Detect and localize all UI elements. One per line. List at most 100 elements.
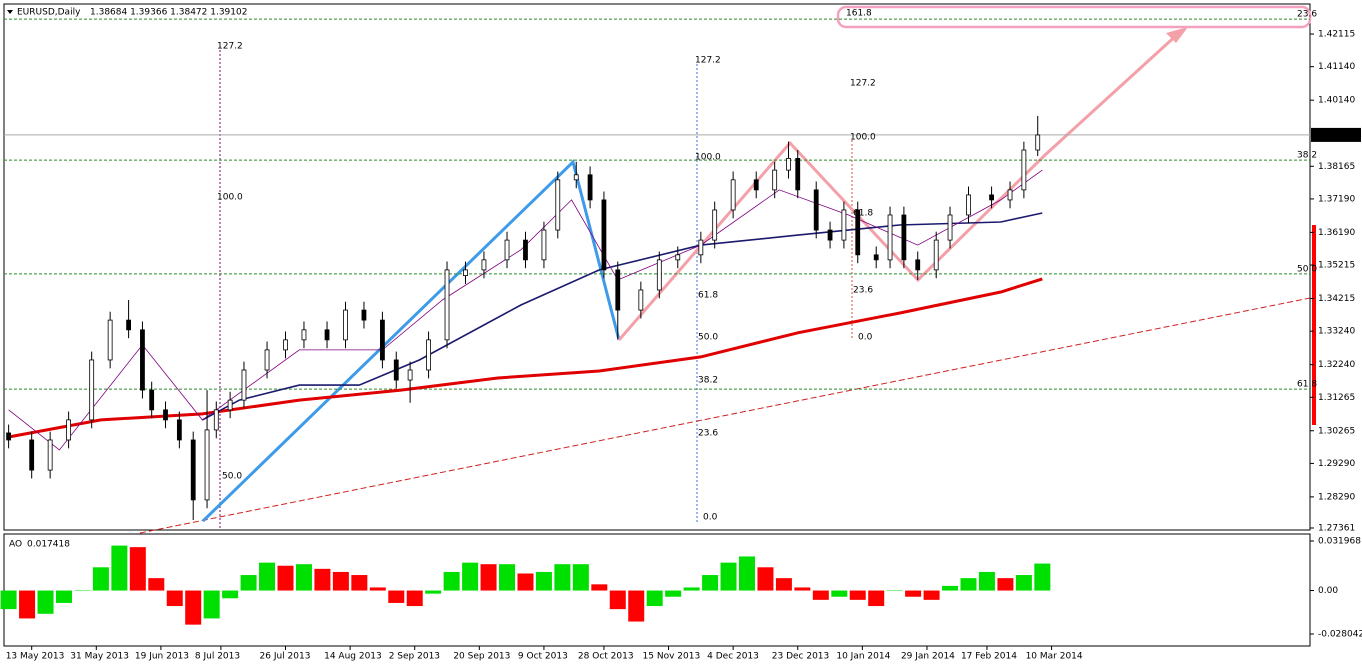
- candle-body: [873, 254, 879, 261]
- chart-title: EURUSD,Daily: [17, 8, 81, 18]
- candle-body: [698, 239, 704, 256]
- candle-body: [813, 189, 819, 231]
- x-tick-label: 17 Feb 2014: [961, 652, 1017, 662]
- ao-bar: [0, 590, 17, 610]
- candle-body: [675, 254, 681, 261]
- ao-bar: [702, 575, 719, 591]
- candle-body: [827, 229, 833, 241]
- y-tick-label: 1.38165: [1318, 162, 1355, 172]
- y-tick-label: 1.29290: [1318, 459, 1355, 469]
- x-tick-label: 9 Oct 2013: [518, 652, 568, 662]
- candle-body: [264, 349, 270, 371]
- candle-body: [89, 359, 95, 421]
- candle-body: [989, 194, 994, 201]
- ao-bar: [646, 590, 663, 607]
- fibo-label: 50.0: [222, 472, 242, 482]
- fibo-level-label: 50.0: [1297, 264, 1317, 274]
- x-tick-label: 26 Jul 2013: [260, 652, 311, 662]
- x-tick-label: 20 Sep 2013: [453, 652, 510, 662]
- x-tick-label: 10 Jan 2014: [836, 652, 890, 662]
- ao-bar: [775, 578, 792, 591]
- candle-body: [730, 179, 736, 211]
- candle-body: [301, 329, 307, 341]
- candle-body: [753, 179, 759, 191]
- ao-bar: [240, 575, 257, 591]
- candle-body: [504, 239, 510, 261]
- fibo-label: 127.2: [850, 79, 876, 89]
- ohlc-label: 1.38684 1.39366 1.38472 1.39102: [90, 8, 247, 18]
- y-tick-label: 1.32240: [1318, 360, 1355, 370]
- y-tick-label: 1.35215: [1318, 261, 1355, 271]
- candle-body: [126, 319, 132, 331]
- candle-body: [463, 269, 468, 276]
- candle-body: [481, 259, 487, 271]
- candle-body: [656, 259, 662, 291]
- x-tick-label: 2 Sep 2013: [389, 652, 440, 662]
- candle-body: [712, 209, 718, 241]
- candle-body: [176, 419, 182, 441]
- y-tick-label: 1.33240: [1318, 327, 1355, 337]
- candle-body: [393, 359, 399, 381]
- candle-body: [1035, 134, 1041, 151]
- fibo-label: 100.0: [695, 153, 721, 163]
- candle-body: [47, 439, 53, 471]
- x-tick-label: 28 Oct 2013: [578, 652, 634, 662]
- ao-bar: [166, 590, 183, 607]
- moving-average: [202, 212, 1043, 421]
- candle-body: [324, 329, 330, 341]
- ao-bar: [443, 571, 460, 591]
- ao-bar: [683, 587, 700, 591]
- ao-bar: [720, 562, 737, 591]
- candle-body: [444, 269, 450, 341]
- candle-body: [407, 369, 413, 381]
- last-price-label: 1.39102: [1318, 130, 1355, 140]
- y-tick-label: 1.37190: [1318, 194, 1355, 204]
- fibo-label: 23.6: [698, 429, 718, 439]
- fibo-label: 23.6: [853, 286, 873, 296]
- y-tick-label: 1.30265: [1318, 426, 1355, 436]
- ao-bar: [74, 590, 91, 592]
- ao-bar: [55, 590, 72, 603]
- ao-bar: [535, 571, 552, 591]
- y-tick-label: 0.031968: [1318, 536, 1361, 546]
- x-tick-label: 15 Nov 2013: [643, 652, 701, 662]
- candle-body: [283, 339, 288, 351]
- fibo-label: 61.8: [853, 209, 873, 219]
- candle-body: [380, 319, 385, 361]
- candle-body: [213, 409, 219, 431]
- ao-bar: [148, 578, 165, 591]
- candle-body: [786, 158, 791, 171]
- ao-bar: [812, 590, 829, 600]
- fibo-label: 127.2: [217, 42, 243, 52]
- ao-bar: [794, 587, 811, 591]
- ao-bar: [886, 590, 903, 592]
- candle-body: [933, 239, 939, 271]
- fibo-level-label: 38.2: [1297, 151, 1317, 161]
- ao-bar: [849, 590, 866, 600]
- ao-bar: [259, 562, 276, 591]
- ao-title: AO: [9, 540, 22, 550]
- ao-bar: [462, 562, 479, 591]
- ao-bar: [1034, 563, 1051, 591]
- ao-bar: [517, 573, 534, 591]
- ao-bar: [277, 565, 294, 591]
- candle-body: [915, 259, 921, 271]
- ao-bar: [92, 567, 109, 591]
- ao-value: 0.017418: [27, 540, 70, 550]
- candle-body: [163, 409, 168, 421]
- x-tick-label: 23 Dec 2013: [772, 652, 830, 662]
- fibo-label: 0.0: [858, 333, 873, 343]
- zigzag-blue: [201, 159, 621, 523]
- candle-body: [601, 199, 607, 271]
- x-tick-label: 14 Aug 2013: [324, 652, 382, 662]
- ao-bar: [757, 567, 774, 591]
- ao-bar: [185, 590, 202, 625]
- y-tick-label: 1.28290: [1318, 492, 1355, 502]
- y-tick-label: 0.00: [1318, 586, 1338, 596]
- candle-body: [107, 319, 113, 361]
- fibo-label: 0.0: [703, 513, 718, 523]
- y-tick-label: 1.42115: [1318, 30, 1355, 40]
- ao-bar: [1015, 575, 1032, 591]
